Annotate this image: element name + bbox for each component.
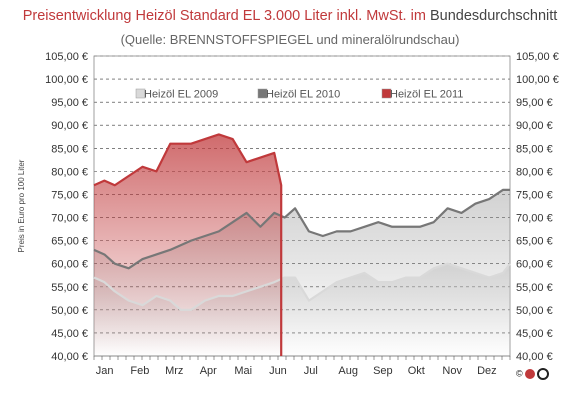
y-tick-label-right: 40,00 €: [516, 351, 553, 363]
x-tick-label: Mrz: [165, 365, 183, 377]
y-tick-label-right: 80,00 €: [516, 166, 553, 178]
y-tick-label-left: 65,00 €: [51, 236, 88, 248]
axes: 40,00 € 40,00 € 45,00 € 45,00 € 50,00 € 50,00…: [17, 51, 559, 377]
y-tick-label-right: 100,00 €: [516, 74, 559, 86]
y-tick-label-right: 95,00 €: [516, 97, 553, 109]
x-tick-label: Apr: [200, 365, 217, 377]
y-tick-label-left: 90,00 €: [51, 120, 88, 132]
chart-title: Preisentwicklung Heizöl Standard EL 3.00…: [0, 8, 580, 24]
x-tick-label: Jul: [304, 365, 318, 377]
legend-label: Heizöl EL 2011: [390, 89, 463, 101]
x-tick-label: Sep: [373, 365, 393, 377]
y-tick-label-left: 105,00 €: [45, 51, 88, 63]
chart-title-part1: Preisentwicklung Heizöl Standard EL 3.00…: [22, 8, 426, 24]
series-areas: [94, 134, 510, 356]
y-tick-label-left: 45,00 €: [51, 328, 88, 340]
x-tick-label: Okt: [408, 365, 425, 377]
y-tick-label-left: 55,00 €: [51, 282, 88, 294]
legend: Heizöl EL 2009 Heizöl EL 2010 Heizöl EL 20…: [135, 88, 463, 101]
series-lines: [93, 133, 511, 356]
x-tick-label: Jan: [96, 365, 114, 377]
y-tick-label-right: 75,00 €: [516, 189, 553, 201]
y-tick-label-left: 75,00 €: [51, 189, 88, 201]
legend-swatch: [381, 88, 392, 99]
x-tick-label: Dez: [477, 365, 497, 377]
legend-swatch: [135, 88, 146, 99]
x-tick-label: Jun: [269, 365, 287, 377]
logo-ring-icon: [536, 368, 549, 380]
y-tick-label-right: 50,00 €: [516, 305, 553, 317]
logo-dot-icon: [524, 369, 535, 379]
y-tick-label-left: 60,00 €: [51, 259, 88, 271]
legend-label: Heizöl EL 2010: [266, 89, 340, 101]
y-tick-label-left: 85,00 €: [51, 143, 88, 155]
y-tick-label-right: 65,00 €: [516, 236, 553, 248]
x-tick-label: Feb: [130, 365, 149, 377]
y-tick-label-left: 70,00 €: [51, 213, 88, 225]
chart-subtitle: (Quelle: BRENNSTOFFSPIEGEL und mineralöl…: [120, 32, 460, 47]
copyright-mark: ©: [516, 368, 523, 379]
series-line-0: [93, 262, 511, 311]
y-tick-label-left: 50,00 €: [51, 305, 88, 317]
y-tick-label-right: 70,00 €: [516, 213, 553, 225]
y-tick-label-left: 100,00 €: [45, 74, 88, 86]
y-axis-label: Preis in Euro pro 100 Liter: [17, 159, 26, 252]
y-tick-label-right: 85,00 €: [516, 143, 553, 155]
chart-title-part2: Bundesdurchschnitt: [429, 8, 558, 24]
y-tick-label-right: 105,00 €: [516, 51, 559, 63]
legend-label: Heizöl EL 2009: [144, 89, 218, 101]
y-tick-label-right: 45,00 €: [516, 328, 553, 340]
y-tick-label-left: 40,00 €: [51, 351, 88, 363]
y-tick-label-left: 80,00 €: [51, 166, 88, 178]
series-line-2: [93, 133, 283, 356]
x-tick-label: Mai: [234, 365, 252, 377]
brand-logo: ©: [516, 368, 562, 382]
x-tick-label: Nov: [442, 365, 462, 377]
y-tick-label-left: 95,00 €: [51, 97, 88, 109]
legend-swatch: [257, 88, 268, 99]
series-line-1: [93, 188, 510, 270]
x-tick-label: Aug: [338, 365, 358, 377]
y-tick-label-right: 60,00 €: [516, 259, 553, 271]
y-tick-label-right: 90,00 €: [516, 120, 553, 132]
series-area-2: [94, 134, 282, 356]
y-tick-label-right: 55,00 €: [516, 282, 553, 294]
